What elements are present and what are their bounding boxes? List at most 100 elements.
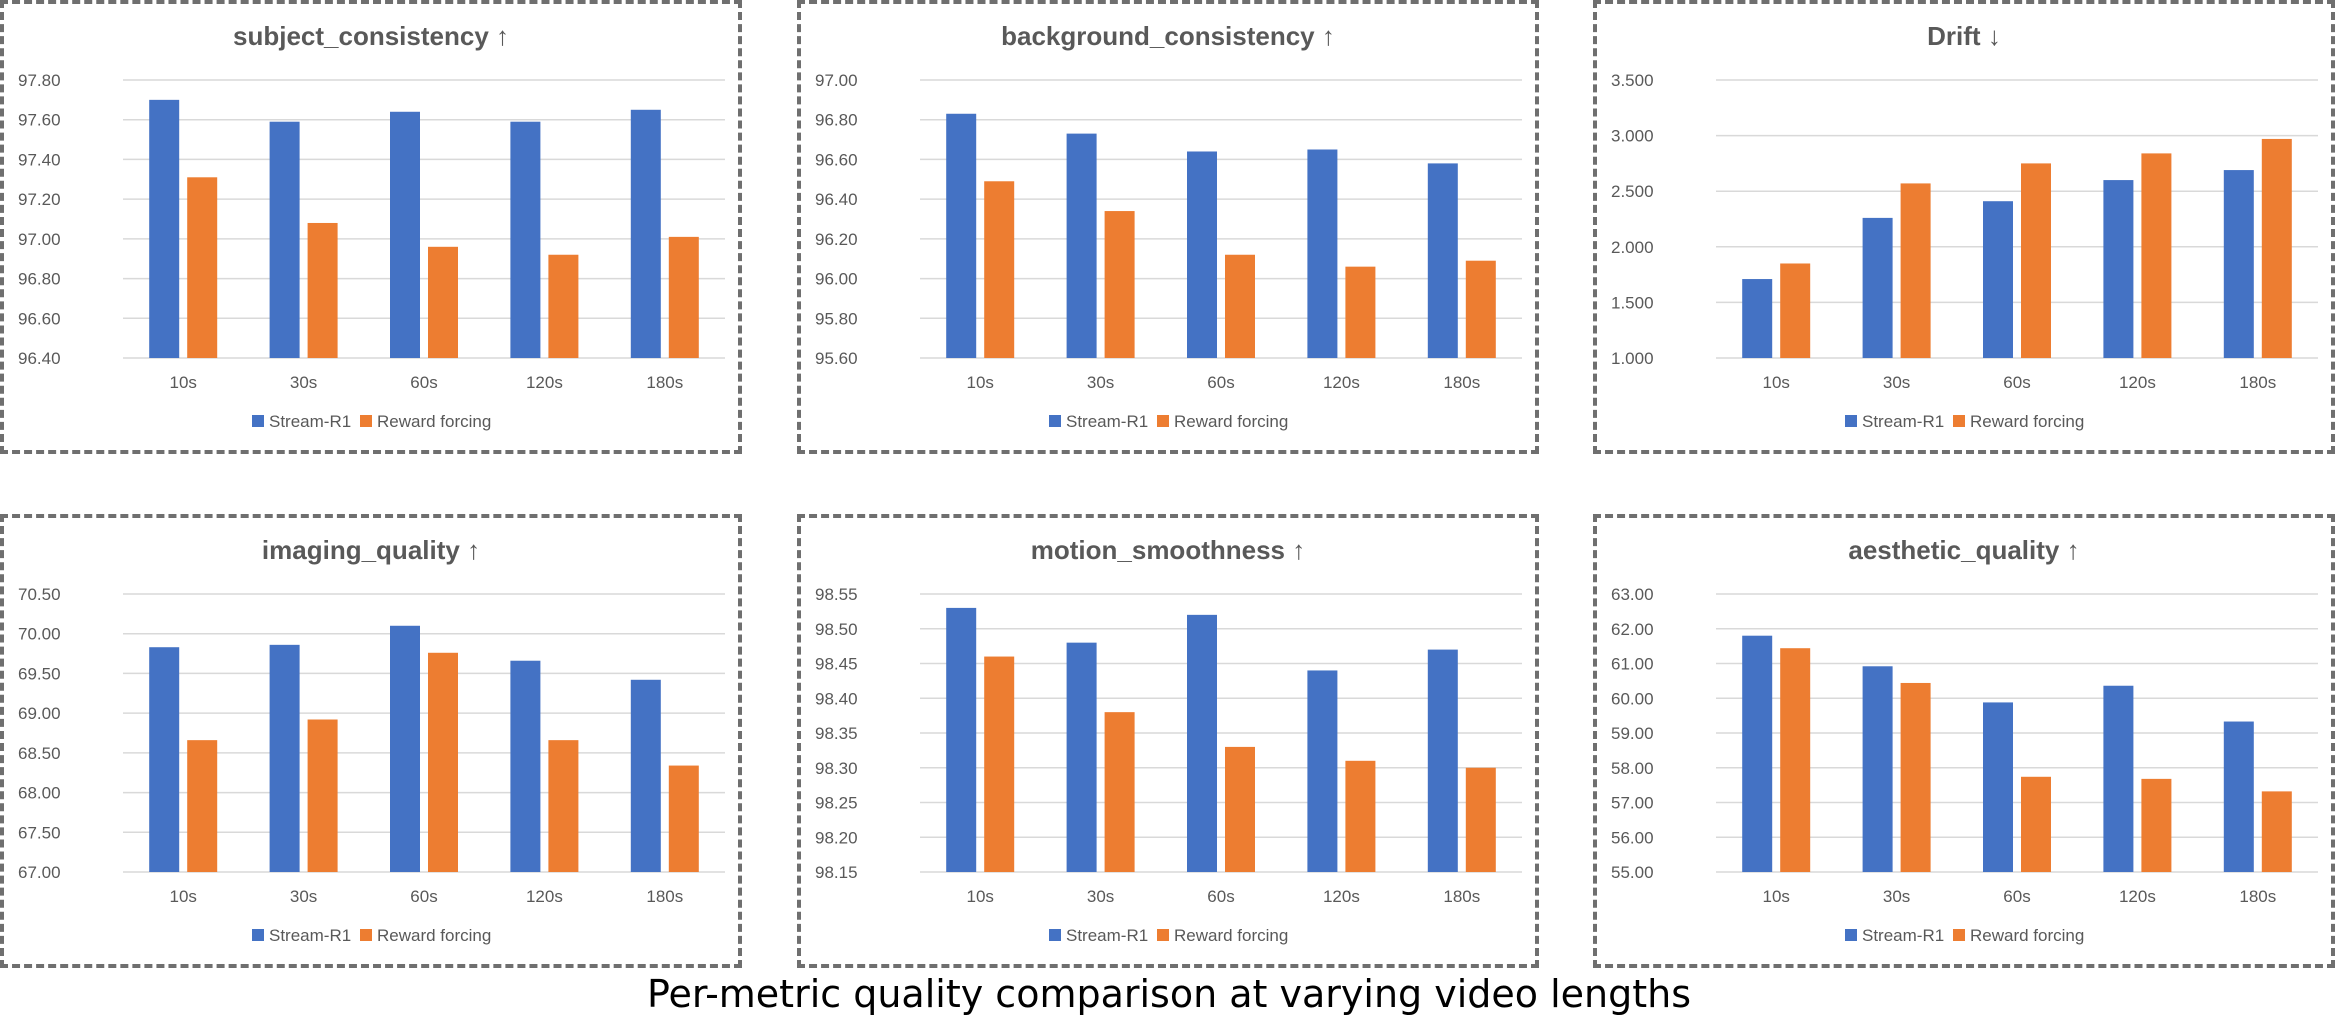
legend-swatch-reward-forcing: [1157, 929, 1169, 941]
y-tick-label: 98.15: [815, 863, 858, 882]
legend-label-reward-forcing: Reward forcing: [377, 926, 491, 945]
legend-label-stream-r1: Stream-R1: [1066, 926, 1148, 945]
x-tick-label: 10s: [169, 887, 196, 906]
bar-stream-r1: [1187, 151, 1217, 358]
x-tick-label: 180s: [2239, 373, 2276, 392]
bar-reward-forcing: [1104, 211, 1135, 358]
y-tick-label: 61.00: [1611, 655, 1654, 674]
bar-stream-r1: [1983, 201, 2013, 358]
x-tick-label: 120s: [1323, 373, 1360, 392]
legend-label-reward-forcing: Reward forcing: [1970, 412, 2084, 431]
bar-stream-r1: [149, 647, 180, 872]
y-tick-label: 98.40: [815, 689, 858, 708]
x-tick-label: 120s: [2119, 887, 2156, 906]
legend-swatch-stream-r1: [252, 415, 264, 427]
y-tick-label: 70.50: [18, 585, 61, 604]
y-tick-label: 62.00: [1611, 620, 1654, 639]
x-tick-label: 180s: [2239, 887, 2276, 906]
legend-label-reward-forcing: Reward forcing: [1970, 926, 2084, 945]
bar-reward-forcing: [307, 719, 338, 872]
y-tick-label: 98.45: [815, 655, 858, 674]
legend-label-reward-forcing: Reward forcing: [1174, 926, 1288, 945]
y-tick-label: 68.50: [18, 744, 61, 763]
x-tick-label: 10s: [169, 373, 196, 392]
y-tick-label: 98.30: [815, 759, 858, 778]
y-tick-label: 97.00: [18, 230, 61, 249]
x-tick-label: 10s: [966, 887, 993, 906]
x-tick-label: 120s: [1323, 887, 1360, 906]
y-tick-label: 1.000: [1611, 349, 1654, 368]
y-tick-label: 97.60: [18, 111, 61, 130]
bar-stream-r1: [390, 111, 420, 359]
x-tick-label: 60s: [1207, 373, 1234, 392]
chart-panel: motion_smoothness ↑ 98.15 98.20 98.25 98.30 9…: [797, 514, 1539, 968]
x-tick-label: 60s: [410, 373, 437, 392]
x-tick-label: 30s: [290, 373, 317, 392]
y-tick-label: 97.80: [18, 71, 61, 90]
bar-chart: aesthetic_quality ↑ 55.00 56.00 57.00 58.00 5…: [1611, 535, 2318, 945]
legend-label-reward-forcing: Reward forcing: [1174, 412, 1288, 431]
bar-stream-r1: [2103, 180, 2134, 358]
legend-label-stream-r1: Stream-R1: [1862, 412, 1944, 431]
y-tick-label: 96.40: [18, 349, 61, 368]
bar-reward-forcing: [1345, 266, 1376, 358]
y-tick-label: 55.00: [1611, 863, 1654, 882]
y-tick-label: 98.35: [815, 724, 858, 743]
chart-title: subject_consistency ↑: [233, 21, 509, 51]
bar-reward-forcing: [307, 222, 338, 358]
chart-title: Drift ↓: [1927, 21, 2001, 51]
chart-title: imaging_quality ↑: [262, 535, 480, 565]
y-tick-label: 57.00: [1611, 794, 1654, 813]
bar-stream-r1: [1983, 702, 2013, 872]
y-tick-label: 97.00: [815, 71, 858, 90]
bar-reward-forcing: [1465, 260, 1496, 358]
x-tick-label: 30s: [1087, 887, 1114, 906]
y-tick-label: 70.00: [18, 625, 61, 644]
y-tick-label: 3.500: [1611, 71, 1654, 90]
bar-stream-r1: [2223, 721, 2254, 872]
x-tick-label: 180s: [646, 887, 683, 906]
x-tick-label: 120s: [526, 887, 563, 906]
y-tick-label: 56.00: [1611, 828, 1654, 847]
bar-stream-r1: [1742, 279, 1773, 358]
x-tick-label: 60s: [2003, 887, 2030, 906]
y-tick-label: 95.80: [815, 309, 858, 328]
y-tick-label: 96.40: [815, 190, 858, 209]
bar-reward-forcing: [2261, 138, 2292, 358]
legend-swatch-stream-r1: [1845, 415, 1857, 427]
y-tick-label: 59.00: [1611, 724, 1654, 743]
bar-stream-r1: [946, 607, 977, 872]
bar-stream-r1: [510, 660, 541, 872]
y-tick-label: 63.00: [1611, 585, 1654, 604]
y-tick-label: 98.50: [815, 620, 858, 639]
bar-stream-r1: [1307, 149, 1338, 358]
y-tick-label: 97.20: [18, 190, 61, 209]
bar-stream-r1: [1862, 217, 1893, 358]
bar-reward-forcing: [548, 740, 579, 872]
bar-reward-forcing: [1104, 712, 1135, 872]
y-tick-label: 68.00: [18, 784, 61, 803]
y-tick-label: 96.20: [815, 230, 858, 249]
y-tick-label: 97.40: [18, 150, 61, 169]
bar-reward-forcing: [668, 236, 699, 358]
legend-label-stream-r1: Stream-R1: [1066, 412, 1148, 431]
bar-reward-forcing: [1780, 648, 1811, 872]
legend-swatch-reward-forcing: [1953, 415, 1965, 427]
legend-swatch-reward-forcing: [360, 929, 372, 941]
bar-reward-forcing: [1225, 254, 1255, 358]
chart-panel: Drift ↓ 1.000 1.500 2.000 2.500 3.000 3.500 10s…: [1593, 0, 2335, 454]
legend-swatch-reward-forcing: [1157, 415, 1169, 427]
chart-title: background_consistency ↑: [1001, 21, 1335, 51]
y-tick-label: 96.60: [18, 309, 61, 328]
legend-swatch-reward-forcing: [360, 415, 372, 427]
bar-stream-r1: [630, 679, 661, 872]
bar-chart: background_consistency ↑ 95.60 95.80 96.00 9…: [815, 21, 1522, 431]
bar-reward-forcing: [1345, 760, 1376, 872]
bar-stream-r1: [149, 99, 180, 358]
y-tick-label: 98.25: [815, 794, 858, 813]
y-tick-label: 96.60: [815, 150, 858, 169]
bar-stream-r1: [946, 113, 977, 358]
bar-stream-r1: [1742, 635, 1773, 872]
legend-swatch-stream-r1: [252, 929, 264, 941]
y-tick-label: 69.00: [18, 704, 61, 723]
